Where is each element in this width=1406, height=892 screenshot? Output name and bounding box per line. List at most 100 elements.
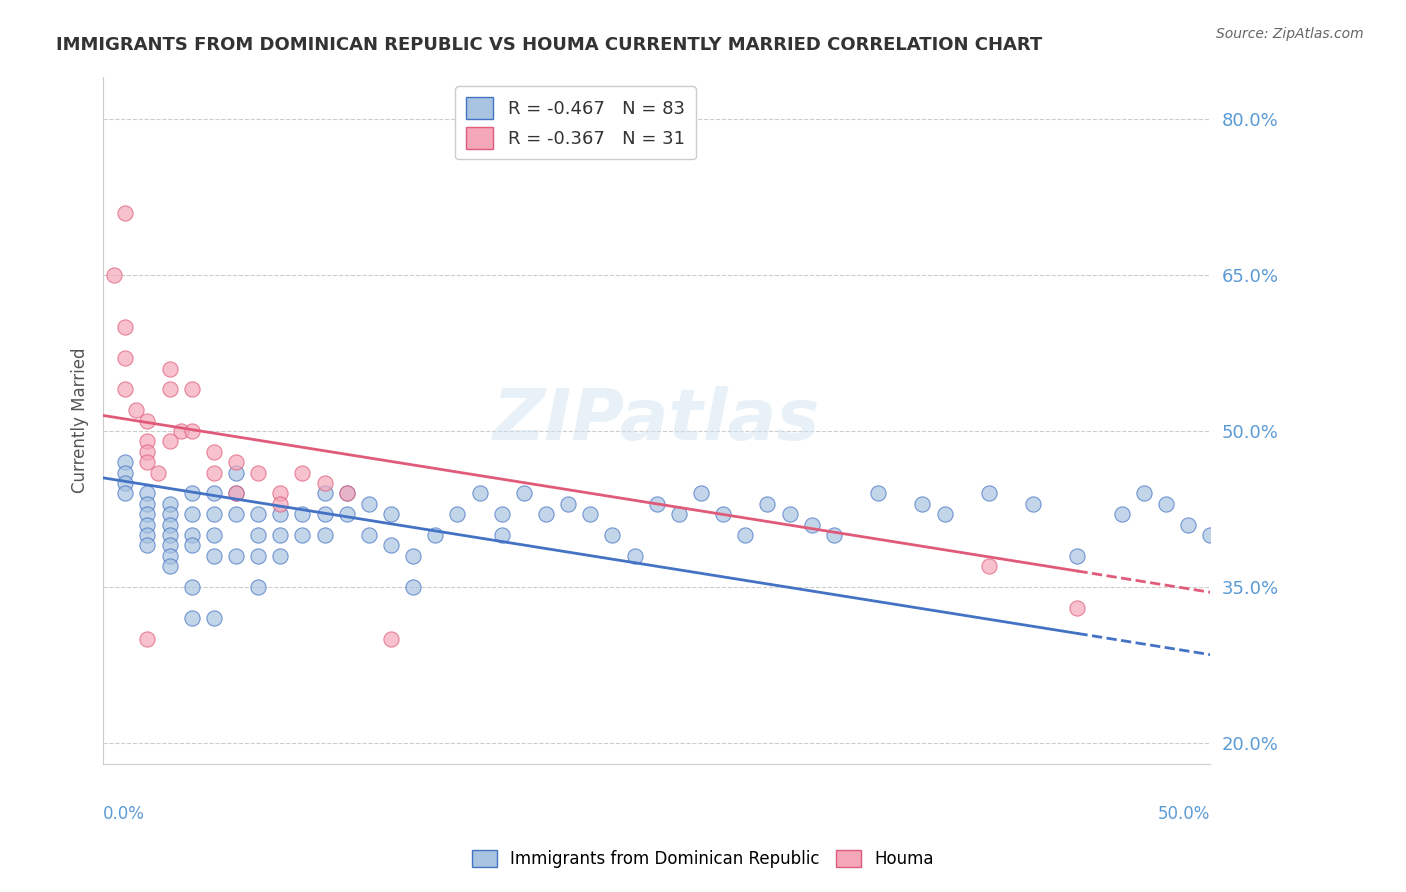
Text: Source: ZipAtlas.com: Source: ZipAtlas.com	[1216, 27, 1364, 41]
Point	[734, 528, 756, 542]
Point	[159, 434, 181, 449]
Point	[136, 517, 159, 532]
Point	[159, 538, 181, 552]
Point	[180, 528, 202, 542]
Point	[180, 538, 202, 552]
Point	[114, 466, 136, 480]
Point	[823, 528, 845, 542]
Point	[202, 466, 225, 480]
Point	[225, 455, 247, 469]
Point	[1066, 549, 1088, 563]
Point	[1022, 497, 1045, 511]
Point	[114, 455, 136, 469]
Point	[202, 549, 225, 563]
Point	[136, 528, 159, 542]
Point	[136, 414, 159, 428]
Point	[159, 517, 181, 532]
Point	[446, 508, 468, 522]
Point	[136, 508, 159, 522]
Point	[934, 508, 956, 522]
Point	[291, 528, 314, 542]
Point	[247, 580, 270, 594]
Point	[159, 497, 181, 511]
Text: 0.0%: 0.0%	[103, 805, 145, 823]
Point	[623, 549, 645, 563]
Point	[103, 268, 125, 282]
Point	[247, 508, 270, 522]
Text: ZIPatlas: ZIPatlas	[494, 386, 820, 455]
Point	[668, 508, 690, 522]
Point	[148, 466, 170, 480]
Point	[136, 445, 159, 459]
Point	[180, 383, 202, 397]
Point	[225, 486, 247, 500]
Point	[513, 486, 536, 500]
Point	[180, 611, 202, 625]
Point	[269, 528, 291, 542]
Point	[180, 580, 202, 594]
Point	[247, 528, 270, 542]
Point	[159, 549, 181, 563]
Point	[1111, 508, 1133, 522]
Point	[314, 486, 336, 500]
Point	[114, 383, 136, 397]
Point	[402, 580, 425, 594]
Point	[336, 508, 359, 522]
Point	[1066, 600, 1088, 615]
Point	[159, 361, 181, 376]
Point	[468, 486, 491, 500]
Point	[314, 476, 336, 491]
Point	[159, 508, 181, 522]
Point	[402, 549, 425, 563]
Point	[645, 497, 668, 511]
Point	[114, 205, 136, 219]
Point	[357, 528, 380, 542]
Point	[114, 486, 136, 500]
Point	[269, 508, 291, 522]
Point	[977, 486, 1000, 500]
Point	[1199, 528, 1222, 542]
Point	[977, 559, 1000, 574]
Point	[911, 497, 934, 511]
Point	[557, 497, 579, 511]
Point	[202, 611, 225, 625]
Point	[180, 486, 202, 500]
Point	[202, 528, 225, 542]
Point	[180, 424, 202, 438]
Point	[169, 424, 191, 438]
Point	[779, 508, 801, 522]
Point	[534, 508, 557, 522]
Point	[269, 497, 291, 511]
Point	[314, 508, 336, 522]
Point	[225, 466, 247, 480]
Point	[136, 455, 159, 469]
Text: 50.0%: 50.0%	[1159, 805, 1211, 823]
Point	[491, 508, 513, 522]
Point	[125, 403, 148, 417]
Point	[136, 486, 159, 500]
Legend: R = -0.467   N = 83, R = -0.367   N = 31: R = -0.467 N = 83, R = -0.367 N = 31	[456, 87, 696, 160]
Point	[247, 466, 270, 480]
Point	[1133, 486, 1156, 500]
Legend: Immigrants from Dominican Republic, Houma: Immigrants from Dominican Republic, Houm…	[465, 843, 941, 875]
Point	[291, 508, 314, 522]
Point	[380, 538, 402, 552]
Point	[225, 549, 247, 563]
Point	[314, 528, 336, 542]
Point	[1177, 517, 1199, 532]
Point	[159, 383, 181, 397]
Point	[336, 486, 359, 500]
Point	[114, 320, 136, 334]
Point	[136, 632, 159, 646]
Point	[291, 466, 314, 480]
Point	[202, 445, 225, 459]
Point	[380, 508, 402, 522]
Point	[380, 632, 402, 646]
Point	[202, 486, 225, 500]
Point	[336, 486, 359, 500]
Point	[579, 508, 602, 522]
Point	[269, 549, 291, 563]
Point	[1154, 497, 1177, 511]
Point	[357, 497, 380, 511]
Point	[136, 497, 159, 511]
